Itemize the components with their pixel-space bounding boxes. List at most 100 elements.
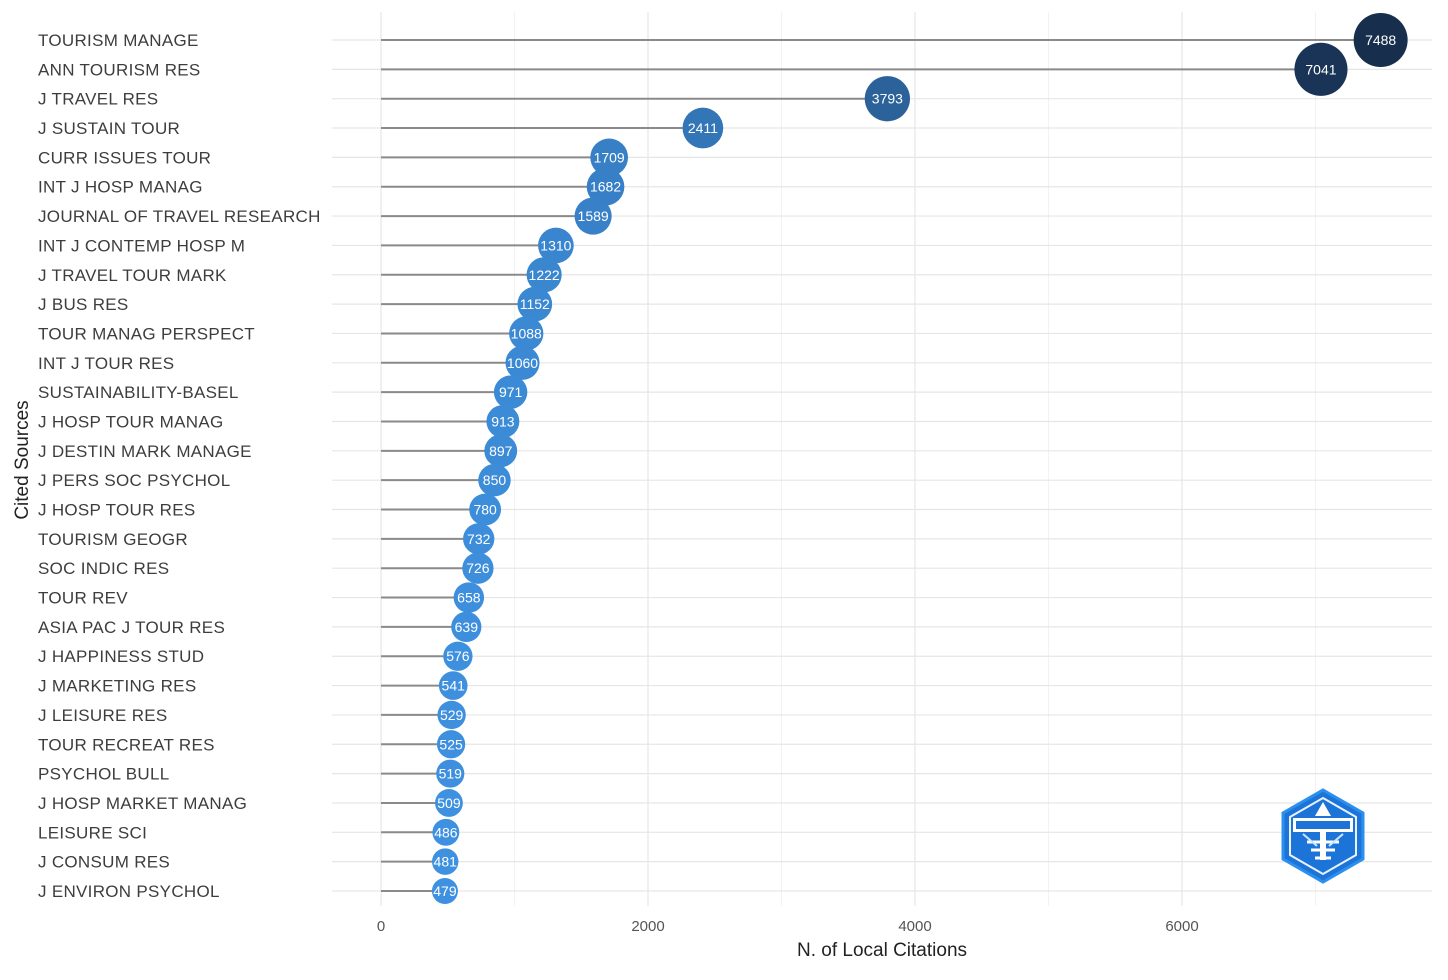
point-value-label: 7041	[1305, 61, 1336, 77]
lollipop-point	[505, 345, 540, 380]
lollipop-point	[443, 641, 473, 671]
lollipop-point	[431, 878, 458, 904]
point-value-label: 519	[439, 766, 463, 782]
y-tick-label: INT J TOUR RES	[38, 354, 174, 373]
hexagon-logo-icon	[1281, 788, 1365, 884]
point-value-label: 1152	[520, 296, 550, 312]
stems	[381, 39, 1381, 892]
point-value-label: 1589	[578, 208, 609, 224]
point-value-label: 658	[457, 590, 481, 606]
y-tick-label: J TRAVEL TOUR MARK	[38, 266, 227, 285]
y-tick-label: TOUR MANAG PERSPECT	[38, 324, 255, 343]
lollipop-point	[526, 257, 562, 293]
lollipop-point	[574, 197, 612, 235]
point-value-label: 639	[455, 619, 479, 635]
x-tick-label: 4000	[898, 918, 931, 935]
lollipop-point	[451, 611, 482, 643]
y-tick-label: TOUR REV	[38, 589, 128, 608]
point-value-label: 780	[473, 502, 497, 518]
lollipop-point	[864, 76, 910, 122]
point-value-label: 1682	[590, 179, 621, 195]
y-tick-label: ANN TOURISM RES	[38, 60, 201, 79]
point-value-label: 726	[466, 560, 490, 576]
y-tick-label: PSYCHOL BULL	[38, 765, 169, 784]
point-value-label: 3793	[872, 91, 903, 107]
y-tick-label: TOURISM GEOGR	[38, 530, 188, 549]
y-tick-label: LEISURE SCI	[38, 823, 147, 842]
x-tick-label: 2000	[631, 918, 664, 935]
lollipop-point	[469, 493, 502, 526]
point-value-label: 1310	[540, 237, 571, 253]
lollipop-point	[437, 700, 466, 730]
point-value-label: 525	[439, 736, 463, 752]
lollipop-point	[463, 523, 495, 555]
y-tick-label: INT J CONTEMP HOSP M	[38, 236, 245, 255]
y-tick-label: CURR ISSUES TOUR	[38, 148, 211, 167]
lollipop-point	[1353, 13, 1408, 67]
lollipop-point	[586, 167, 625, 206]
y-tick-label: JOURNAL OF TRAVEL RESEARCH	[38, 207, 321, 226]
y-tick-label: J TRAVEL RES	[38, 90, 158, 109]
point-value-label: 486	[434, 824, 458, 840]
lollipop-point	[590, 138, 629, 177]
lollipop-point	[538, 227, 574, 264]
lollipop-point	[509, 316, 544, 351]
point-value-label: 481	[434, 854, 458, 870]
lollipop-point	[486, 404, 520, 438]
y-tick-label: SOC INDIC RES	[38, 559, 169, 578]
lollipop-point	[462, 552, 494, 584]
y-tick-label: J HAPPINESS STUD	[38, 647, 204, 666]
y-tick-label: J PERS SOC PSYCHOL	[38, 471, 230, 490]
point-value-label: 509	[437, 795, 461, 811]
x-tick-labels: 0 2000 4000 6000	[377, 918, 1199, 935]
lollipop-point	[493, 375, 528, 409]
point-value-label: 1709	[594, 149, 625, 165]
point-value-label: 732	[467, 531, 491, 547]
point-value-label: 541	[442, 678, 466, 694]
y-tick-label: J ENVIRON PSYCHOL	[38, 882, 220, 901]
point-value-label: 479	[433, 883, 457, 899]
lollipop-point	[438, 671, 468, 700]
point-value-label: 2411	[688, 120, 718, 136]
point-value-label: 1088	[511, 325, 542, 341]
x-tick-label: 6000	[1165, 918, 1198, 935]
point-value-label: 529	[440, 707, 464, 723]
lollipop-point	[432, 818, 460, 846]
lollipop-point	[484, 434, 518, 468]
point-value-label: 1060	[507, 355, 538, 371]
y-tick-label: J HOSP TOUR RES	[38, 501, 196, 520]
point-value-label: 897	[489, 443, 513, 459]
lollipop-point	[435, 789, 463, 817]
y-tick-label: J BUS RES	[38, 295, 129, 314]
point-value-label: 971	[499, 384, 523, 400]
y-tick-label: J HOSP MARKET MANAG	[38, 794, 247, 813]
point-value-label: 1222	[529, 267, 560, 283]
point-value-label: 7488	[1365, 32, 1396, 48]
y-tick-label: INT J HOSP MANAG	[38, 178, 203, 197]
y-tick-labels: TOURISM MANAGE ANN TOURISM RES J TRAVEL RE…	[38, 31, 321, 901]
x-tick-label: 0	[377, 918, 385, 935]
lollipop-point	[1294, 42, 1348, 96]
y-tick-label: SUSTAINABILITY-BASEL	[38, 383, 239, 402]
lollipop-point	[517, 286, 553, 322]
y-tick-label: J CONSUM RES	[38, 853, 170, 872]
point-value-label: 576	[446, 648, 470, 664]
lollipop-point	[431, 848, 459, 875]
y-tick-label: J SUSTAIN TOUR	[38, 119, 180, 138]
lollipop-point	[436, 730, 466, 759]
point-value-label: 850	[483, 472, 507, 488]
y-axis-title: Cited Sources	[12, 400, 33, 519]
y-tick-label: ASIA PAC J TOUR RES	[38, 618, 225, 637]
lollipop-point	[478, 463, 511, 497]
x-axis-title: N. of Local Citations	[797, 940, 967, 961]
lollipop-point	[682, 107, 724, 149]
y-tick-label: J DESTIN MARK MANAGE	[38, 442, 252, 461]
lollipop-point	[453, 582, 485, 613]
points: 7488 7041 3793 2411 1709 1682 1589 1310 1222 1152…	[431, 13, 1408, 904]
y-tick-label: TOURISM MANAGE	[38, 31, 199, 50]
y-tick-label: J HOSP TOUR MANAG	[38, 412, 224, 431]
y-tick-label: TOUR RECREAT RES	[38, 735, 215, 754]
lollipop-point	[436, 759, 465, 788]
y-tick-label: J LEISURE RES	[38, 706, 168, 725]
